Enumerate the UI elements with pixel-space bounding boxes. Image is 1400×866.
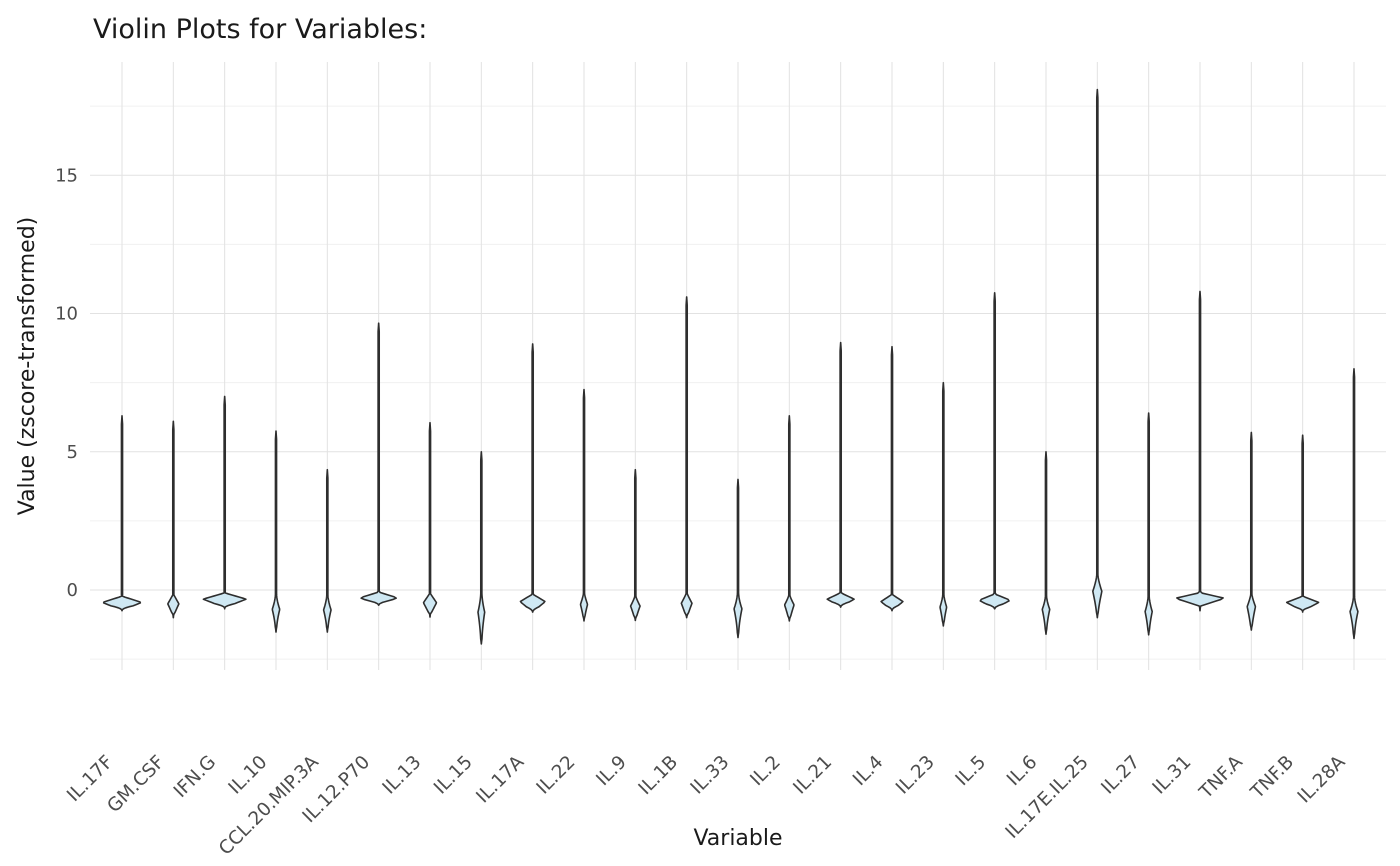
x-tick-label: IL.27 [1097, 752, 1144, 799]
x-tick-label: TNF.A [1195, 751, 1247, 803]
x-tick-label: IL.13 [379, 752, 426, 799]
violin-il-6 [1041, 450, 1051, 636]
violin-il-4 [880, 345, 904, 612]
x-tick-label: IL.5 [952, 752, 990, 790]
violins [102, 88, 1359, 645]
x-tick-label: IL.10 [225, 752, 272, 799]
x-tick-label: IL.31 [1149, 752, 1196, 799]
violin-il-17e-il-25 [1092, 88, 1103, 619]
violin-il-1b [680, 296, 693, 619]
x-axis-title: Variable [693, 826, 782, 851]
violin-tnf-b [1285, 434, 1320, 613]
y-tick-label: 15 [55, 165, 78, 186]
violin-ccl-20-mip-3a [322, 468, 332, 633]
x-tick-label: IL.23 [892, 752, 939, 799]
x-tick-label: IL.4 [849, 752, 887, 790]
x-tick-label: IL.28A [1294, 751, 1350, 807]
x-tick-label: IL.1B [635, 752, 682, 799]
violin-il-21 [826, 341, 855, 608]
violin-ifn-g [202, 395, 247, 610]
x-tick-label: GM.CSF [103, 752, 168, 817]
x-tick-label: IL.21 [789, 752, 836, 799]
violin-il-5 [979, 291, 1010, 610]
x-tick-label: IL.15 [430, 752, 477, 799]
violin-il-23 [939, 381, 948, 627]
violin-il-2 [783, 415, 795, 622]
violin-il-33 [733, 478, 743, 639]
violin-il-27 [1144, 412, 1153, 636]
violin-il-17f [102, 415, 142, 612]
x-tick-label: IL.17A [472, 751, 528, 807]
x-tick-label: IL.22 [533, 752, 580, 799]
violin-il-15 [477, 450, 486, 645]
violin-il-28a [1349, 368, 1359, 640]
y-tick-label: 10 [55, 304, 78, 325]
x-tick-label: TNF.B [1246, 752, 1298, 804]
chart-title: Violin Plots for Variables: [93, 14, 427, 45]
y-axis-title: Value (zscore-transformed) [15, 217, 40, 516]
violin-il-22 [579, 388, 589, 622]
violin-il-12-p70 [360, 322, 397, 607]
violin-il-31 [1176, 290, 1224, 612]
y-tick-label: 0 [67, 580, 78, 601]
x-tick-label: IFN.G [170, 752, 220, 802]
violin-gm-csf [167, 420, 180, 619]
x-tick-label: IL.6 [1003, 752, 1041, 790]
x-tick-label: IL.9 [592, 752, 630, 790]
x-tick-label: IL.2 [746, 752, 784, 790]
violin-il-10 [271, 430, 281, 633]
violin-il-13 [422, 421, 438, 618]
violin-tnf-a [1246, 431, 1257, 631]
x-tick-label: IL.33 [687, 752, 734, 799]
violin-il-17a [519, 343, 546, 613]
violin-il-9 [629, 468, 641, 622]
y-tick-label: 5 [67, 442, 78, 463]
